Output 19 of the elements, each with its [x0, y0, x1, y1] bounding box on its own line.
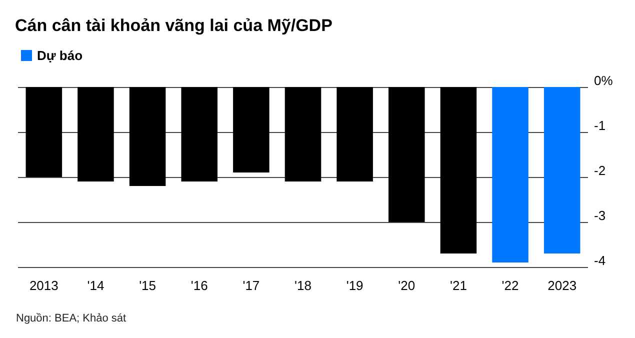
legend-label: Dự báo — [37, 48, 83, 63]
y-tick-label: -2 — [594, 163, 606, 178]
y-tick-label: -1 — [594, 118, 606, 133]
x-tick-label: '18 — [294, 278, 312, 293]
x-tick-label: '15 — [139, 278, 156, 293]
x-tick-label: '22 — [502, 278, 519, 293]
text: Nguồn: BEA; Khảo sát — [16, 312, 126, 324]
y-tick-label: -4 — [594, 253, 606, 268]
x-tick-label: '17 — [242, 278, 260, 293]
x-tick-label: 2023 — [548, 278, 577, 293]
y-tick-label: -3 — [594, 208, 606, 223]
x-tick-label: '21 — [450, 278, 467, 293]
chart-title: Cán cân tài khoản vãng lai của Mỹ/GDP — [15, 16, 332, 35]
y-tick-label: 0% — [594, 73, 614, 88]
x-tick-label: '14 — [87, 278, 104, 293]
x-tick-label: '20 — [398, 278, 416, 293]
x-tick-label: '19 — [346, 278, 364, 293]
x-tick-label: 2013 — [29, 278, 58, 293]
x-tick-label: '16 — [190, 278, 208, 293]
